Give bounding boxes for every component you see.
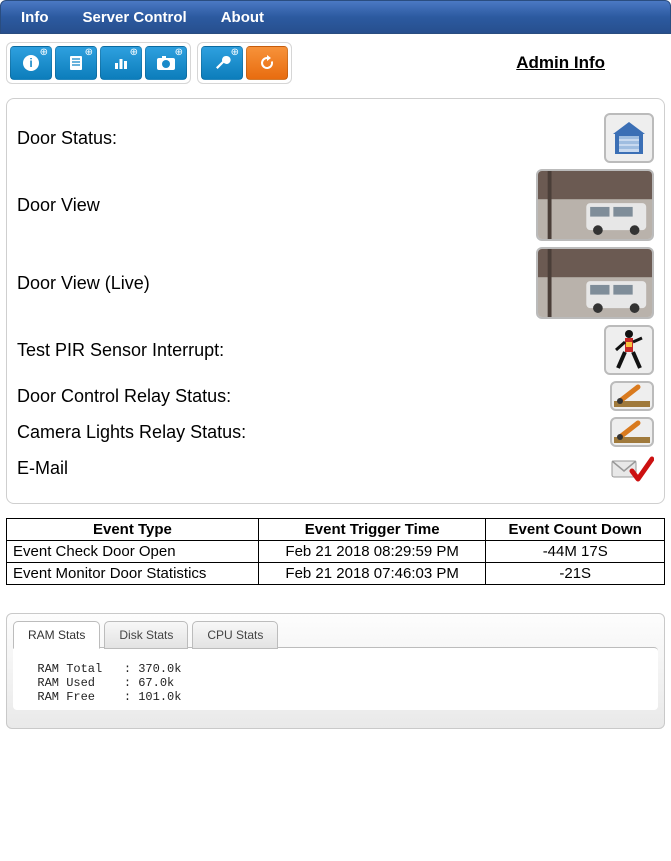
col-trigger-time: Event Trigger Time [258, 519, 486, 541]
nav-server-control[interactable]: Server Control [69, 3, 201, 32]
status-panel: Door Status: Door View Door View (Live) … [6, 98, 665, 504]
cell-count-down: -44M 17S [486, 541, 665, 563]
chart-icon-button[interactable]: ⊕ [100, 46, 142, 80]
relay-icon[interactable] [610, 381, 654, 411]
door-view-live-thumb[interactable] [536, 247, 654, 319]
label-pir: Test PIR Sensor Interrupt: [17, 340, 224, 361]
chart-icon [112, 54, 130, 72]
document-icon-button[interactable]: ⊕ [55, 46, 97, 80]
camera-icon-button[interactable]: ⊕ [145, 46, 187, 80]
row-door-relay: Door Control Relay Status: [17, 381, 654, 411]
walker-icon[interactable] [604, 325, 654, 375]
wrench-icon [213, 54, 231, 72]
tab-disk-stats[interactable]: Disk Stats [104, 621, 188, 649]
ram-stats-text: RAM Total : 370.0k RAM Used : 67.0k RAM … [23, 662, 648, 704]
toolbar: i ⊕ ⊕ ⊕ ⊕ ⊕ Admin Info [0, 34, 671, 88]
row-camera-relay: Camera Lights Relay Status: [17, 417, 654, 447]
expand-icon: ⊕ [85, 48, 93, 58]
cell-trigger-time: Feb 21 2018 08:29:59 PM [258, 541, 486, 563]
refresh-icon-button[interactable] [246, 46, 288, 80]
cell-event-type: Event Check Door Open [7, 541, 259, 563]
stats-panel: RAM Stats Disk Stats CPU Stats RAM Total… [6, 613, 665, 729]
tab-body-ram: RAM Total : 370.0k RAM Used : 67.0k RAM … [13, 647, 658, 710]
expand-icon: ⊕ [40, 48, 48, 58]
expand-icon: ⊕ [175, 48, 183, 58]
row-door-status: Door Status: [17, 113, 654, 163]
camera-icon [156, 55, 176, 71]
toolbar-group-2: ⊕ [197, 42, 292, 84]
row-email: E-Mail [17, 453, 654, 483]
label-camera-relay: Camera Lights Relay Status: [17, 422, 246, 443]
row-door-view-live: Door View (Live) [17, 247, 654, 319]
wrench-icon-button[interactable]: ⊕ [201, 46, 243, 80]
door-view-thumb[interactable] [536, 169, 654, 241]
toolbar-group-1: i ⊕ ⊕ ⊕ ⊕ [6, 42, 191, 84]
info-icon-button[interactable]: i ⊕ [10, 46, 52, 80]
garage-icon[interactable] [604, 113, 654, 163]
svg-text:i: i [29, 56, 32, 70]
top-nav: Info Server Control About [0, 0, 671, 34]
row-pir: Test PIR Sensor Interrupt: [17, 325, 654, 375]
label-email: E-Mail [17, 458, 68, 479]
stats-tabs: RAM Stats Disk Stats CPU Stats [13, 620, 658, 648]
table-row: Event Monitor Door Statistics Feb 21 201… [7, 563, 665, 585]
tab-ram-stats[interactable]: RAM Stats [13, 621, 100, 649]
cell-trigger-time: Feb 21 2018 07:46:03 PM [258, 563, 486, 585]
cell-event-type: Event Monitor Door Statistics [7, 563, 259, 585]
nav-info[interactable]: Info [7, 3, 63, 32]
info-icon: i [22, 54, 40, 72]
relay-icon[interactable] [610, 417, 654, 447]
col-event-type: Event Type [7, 519, 259, 541]
label-door-status: Door Status: [17, 128, 117, 149]
admin-info-link[interactable]: Admin Info [516, 53, 605, 73]
label-door-view: Door View [17, 195, 100, 216]
cell-count-down: -21S [486, 563, 665, 585]
events-table: Event Type Event Trigger Time Event Coun… [6, 518, 665, 585]
tab-cpu-stats[interactable]: CPU Stats [192, 621, 278, 649]
label-door-view-live: Door View (Live) [17, 273, 150, 294]
document-icon [67, 54, 85, 72]
expand-icon: ⊕ [231, 48, 239, 58]
table-row: Event Check Door Open Feb 21 2018 08:29:… [7, 541, 665, 563]
col-count-down: Event Count Down [486, 519, 665, 541]
email-check-icon[interactable] [610, 453, 654, 483]
label-door-relay: Door Control Relay Status: [17, 386, 231, 407]
refresh-icon [258, 54, 276, 72]
nav-about[interactable]: About [207, 3, 278, 32]
expand-icon: ⊕ [130, 48, 138, 58]
row-door-view: Door View [17, 169, 654, 241]
